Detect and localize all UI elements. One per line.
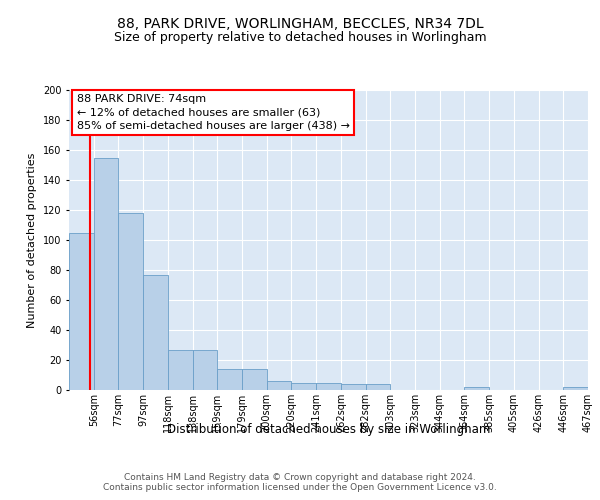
Bar [267, 381, 292, 390]
Bar [316, 382, 341, 390]
Bar [69, 232, 94, 390]
Text: 88 PARK DRIVE: 74sqm
← 12% of detached houses are smaller (63)
85% of semi-detac: 88 PARK DRIVE: 74sqm ← 12% of detached h… [77, 94, 350, 131]
Bar [341, 384, 365, 390]
Bar [242, 369, 267, 390]
Bar [143, 274, 168, 390]
Bar [365, 384, 390, 390]
Text: 88, PARK DRIVE, WORLINGHAM, BECCLES, NR34 7DL: 88, PARK DRIVE, WORLINGHAM, BECCLES, NR3… [116, 18, 484, 32]
Bar [168, 350, 193, 390]
Bar [94, 158, 118, 390]
Bar [118, 213, 143, 390]
Bar [464, 387, 489, 390]
Text: Contains HM Land Registry data © Crown copyright and database right 2024.
Contai: Contains HM Land Registry data © Crown c… [103, 472, 497, 492]
Text: Distribution of detached houses by size in Worlingham: Distribution of detached houses by size … [167, 422, 490, 436]
Bar [292, 382, 316, 390]
Bar [563, 387, 588, 390]
Y-axis label: Number of detached properties: Number of detached properties [28, 152, 37, 328]
Bar [217, 369, 242, 390]
Text: Size of property relative to detached houses in Worlingham: Size of property relative to detached ho… [113, 31, 487, 44]
Bar [193, 350, 217, 390]
